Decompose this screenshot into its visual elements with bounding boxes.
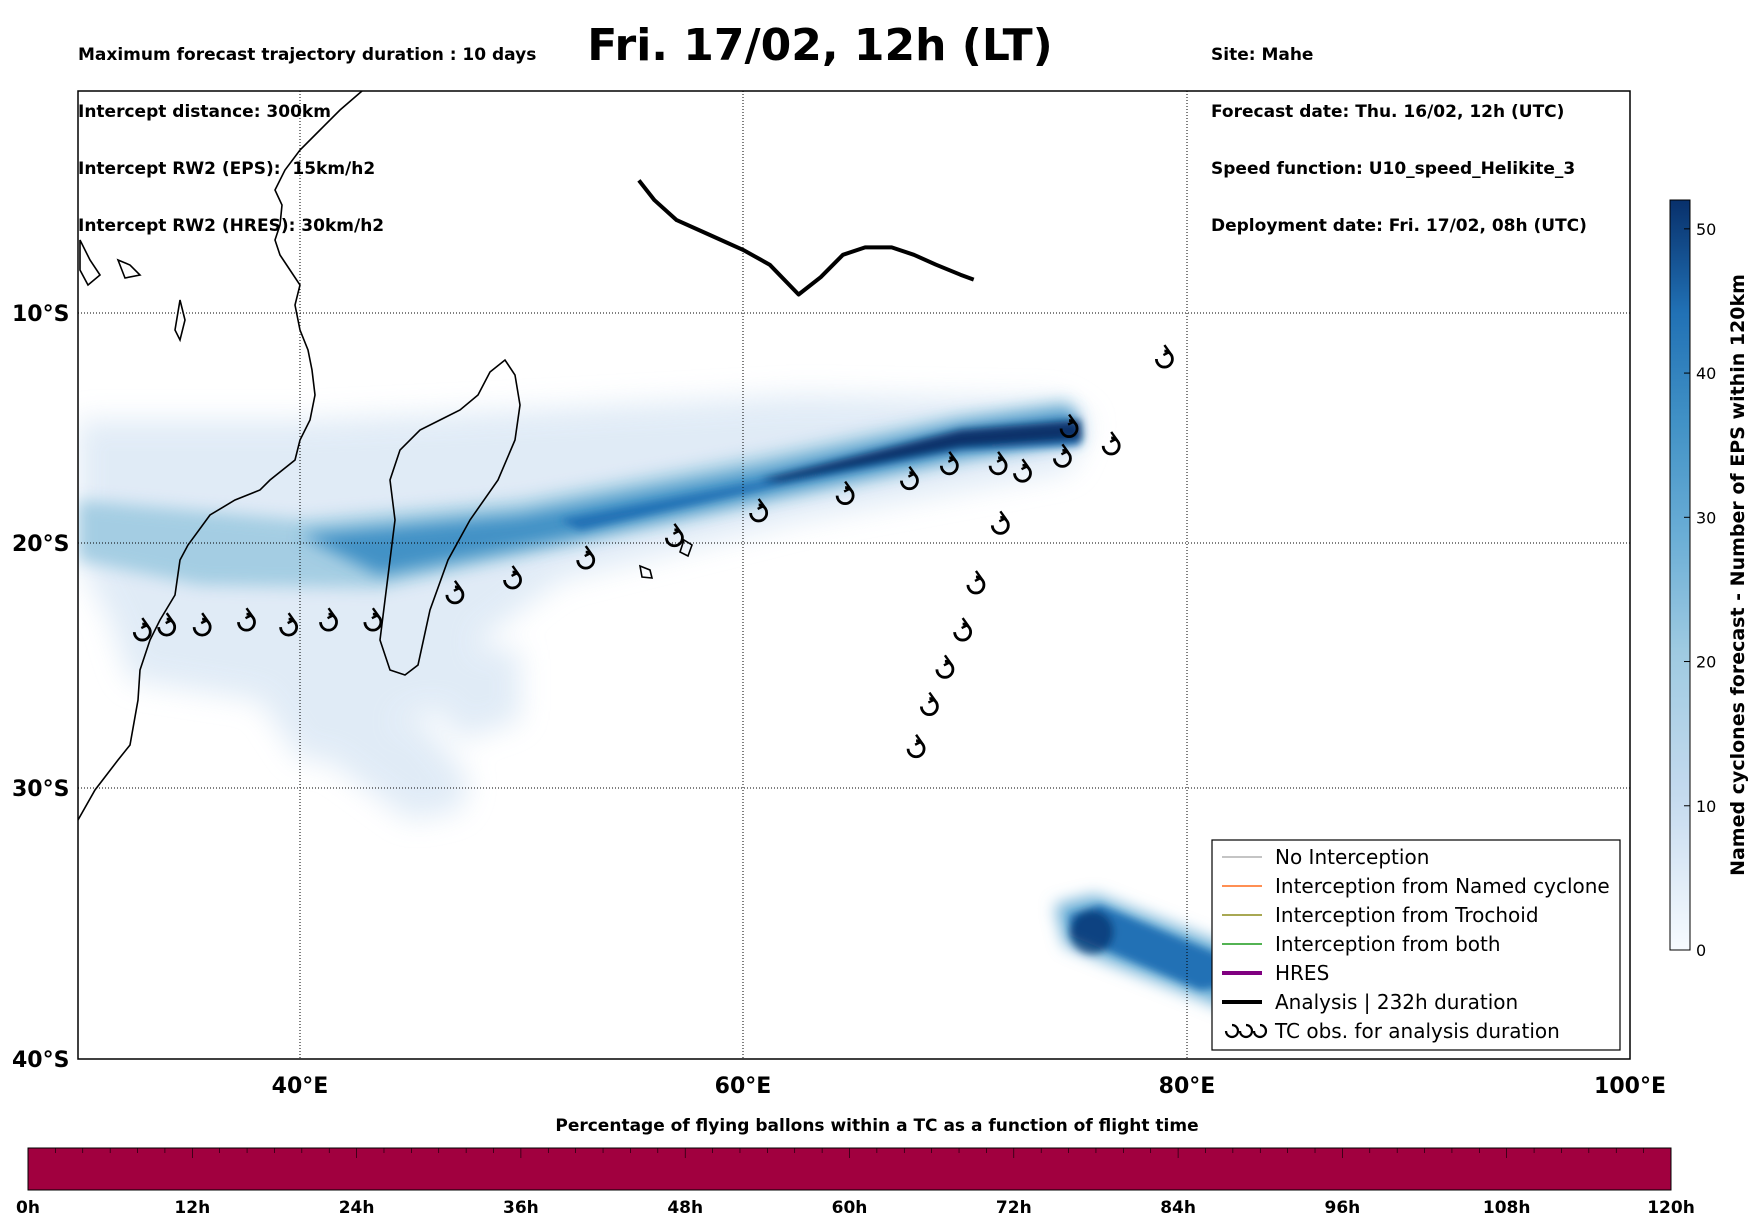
graticule [78, 91, 1630, 1059]
info-line-eps: Intercept RW2 (EPS): 15km/h2 [78, 159, 376, 179]
legend: No Interception Interception from Named … [1211, 839, 1621, 1051]
tc-obs-marker [900, 465, 919, 491]
coast-small-islands-4 [79, 239, 102, 287]
tc-obs-marker [906, 734, 926, 759]
tc-obs-marker [1053, 443, 1072, 468]
time-bar-tick-label: 24h [339, 1198, 375, 1218]
tc-obs-marker [192, 612, 212, 637]
info-line-deployment-date: Deployment date: Fri. 17/02, 08h (UTC) [1211, 216, 1587, 236]
coast-africa [78, 91, 363, 821]
info-right: Site: Mahe Forecast date: Thu. 16/02, 12… [1211, 8, 1587, 255]
colorbar: 0 10 20 30 40 50 Named cyclones forecast - Nu… [1669, 199, 1749, 960]
lon-label-60e: 60°E [715, 1074, 772, 1099]
tc-obs-marker [445, 580, 465, 605]
time-bar-tick-label: 84h [1160, 1198, 1196, 1218]
info-line-hres: Intercept RW2 (HRES): 30km/h2 [78, 216, 385, 236]
tc-obs-marker [503, 565, 522, 590]
tc-obs-marker [1013, 458, 1032, 483]
legend-label-analysis: Analysis | 232h duration [1275, 990, 1518, 1014]
analysis-layer [637, 179, 975, 297]
tc-obs-marker [953, 617, 972, 642]
info-line-speed-function: Speed function: U10_speed_Helikite_3 [1211, 159, 1576, 179]
tc-obs-marker [319, 607, 338, 632]
time-bar-tick-label: 12h [174, 1198, 210, 1218]
tc-obs-marker [157, 612, 177, 637]
map-frame [77, 90, 1631, 1060]
legend-label-trochoid: Interception from Trochoid [1275, 903, 1539, 927]
map-area [78, 91, 1630, 1059]
tc-obs-marker [237, 607, 256, 632]
time-bar-tick-label: 36h [503, 1198, 539, 1218]
legend-label-tc-obs: TC obs. for analysis duration [1274, 1019, 1560, 1043]
coast-small-islands-3 [679, 538, 693, 558]
colorbar-tick-label: 10 [1696, 797, 1716, 816]
eps-density-field [78, 395, 1260, 1010]
lat-label-40s: 40°S [12, 1048, 69, 1073]
tc-obs-marker [1059, 413, 1079, 438]
tc-obs-marker [935, 654, 955, 679]
time-bar-tick-label: 72h [996, 1198, 1032, 1218]
colorbar-ticks: 0 10 20 30 40 50 [1684, 220, 1716, 960]
tc-obs-marker [919, 691, 939, 716]
coast-small-islands-2 [638, 564, 654, 579]
coast-small-islands-5 [116, 258, 142, 279]
lat-label-20s: 20°S [12, 532, 69, 557]
tc-obs-marker [988, 451, 1008, 476]
lat-label-30s: 30°S [12, 777, 69, 802]
analysis-track [637, 179, 975, 297]
tc-obs-layer [132, 344, 1174, 759]
time-bar-ticks: 0h 12h 24h 36h 48h 60h 72h 84h 96h 108h 120h [16, 1148, 1695, 1218]
legend-box [1211, 839, 1621, 1051]
time-bar-title: Percentage of flying ballons within a TC… [555, 1116, 1199, 1136]
colorbar-tick-label: 0 [1696, 941, 1706, 960]
map-title: Fri. 17/02, 12h (LT) [587, 20, 1053, 71]
tc-obs-marker [132, 617, 152, 642]
coastlines [78, 91, 693, 821]
coast-small-islands-1 [174, 299, 186, 343]
tc-obs-marker [279, 612, 298, 637]
info-line-forecast-date: Forecast date: Thu. 16/02, 12h (UTC) [1211, 102, 1565, 122]
time-bar-tick-label: 48h [667, 1198, 703, 1218]
legend-label-no-interception: No Interception [1275, 845, 1429, 869]
tc-obs-marker [576, 545, 596, 570]
colorbar-label: Named cyclones forecast - Number of EPS … [1727, 274, 1749, 876]
tc-obs-marker [835, 480, 855, 505]
info-line-duration: Maximum forecast trajectory duration : 1… [78, 45, 537, 65]
time-bar-tick-label: 96h [1325, 1198, 1361, 1218]
lon-label-100e: 100°E [1594, 1074, 1666, 1099]
lat-label-10s: 10°S [12, 302, 69, 327]
colorbar-gradient [1669, 199, 1691, 951]
tc-obs-marker [1155, 344, 1174, 369]
legend-swatch-tc-obs [1224, 1023, 1268, 1039]
tc-obs-marker [665, 523, 684, 548]
time-bar-tick-label: 0h [16, 1198, 40, 1218]
lon-label-80e: 80°E [1159, 1074, 1216, 1099]
colorbar-tick-label: 40 [1696, 364, 1716, 383]
colorbar-tick-label: 30 [1696, 508, 1716, 527]
legend-label-both: Interception from both [1275, 932, 1501, 956]
info-line-distance: Intercept distance: 300km [78, 102, 331, 122]
time-bar: 0h 12h 24h 36h 48h 60h 72h 84h 96h 108h 120h [16, 1147, 1695, 1218]
tc-obs-marker [990, 510, 1010, 535]
tc-obs-marker [749, 498, 769, 523]
time-bar-tick-label: 108h [1483, 1198, 1531, 1218]
tc-obs-marker [363, 607, 383, 632]
lon-label-40e: 40°E [272, 1074, 329, 1099]
tc-obs-marker [1101, 431, 1121, 456]
coast-madagascar [379, 358, 521, 676]
tc-obs-marker [939, 451, 959, 476]
legend-label-hres: HRES [1275, 961, 1329, 985]
colorbar-tick-label: 20 [1696, 653, 1716, 672]
info-line-site: Site: Mahe [1211, 45, 1314, 65]
colorbar-tick-label: 50 [1696, 220, 1716, 239]
info-left: Maximum forecast trajectory duration : 1… [78, 8, 536, 255]
legend-label-named-cyclone: Interception from Named cyclone [1275, 874, 1610, 898]
tc-obs-marker [966, 570, 986, 595]
time-bar-tick-label: 120h [1647, 1198, 1695, 1218]
time-bar-tick-label: 60h [832, 1198, 868, 1218]
